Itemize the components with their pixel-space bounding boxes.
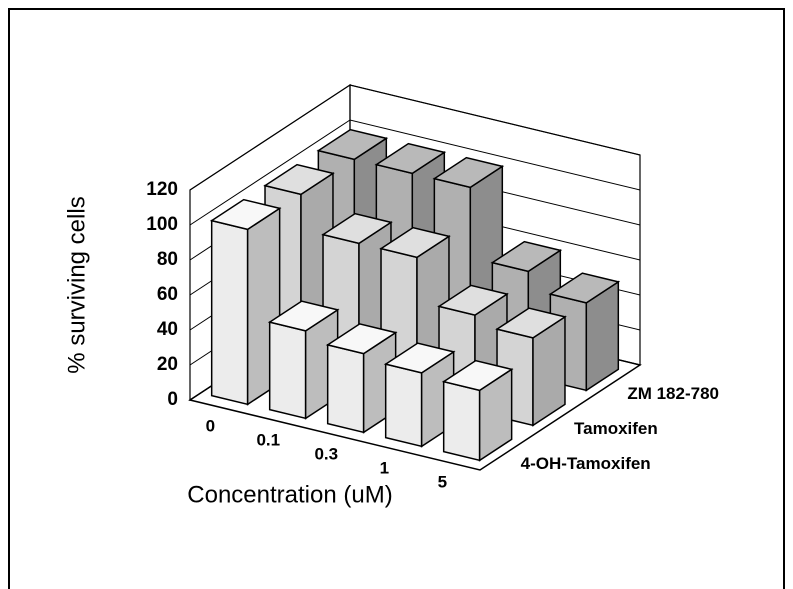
bar-top <box>374 142 447 175</box>
x-tick-label: 5 <box>438 472 447 491</box>
frame <box>8 8 785 589</box>
bar-top <box>383 342 456 374</box>
bar-top <box>495 307 567 339</box>
bar-top <box>267 300 340 332</box>
bar-front <box>442 380 481 462</box>
y-tick-label: 120 <box>146 179 178 200</box>
bar-top <box>263 163 335 196</box>
y-tick-label: 20 <box>157 354 178 375</box>
x-tick-label: 1 <box>380 458 389 477</box>
y-tick-label: 40 <box>157 319 178 340</box>
bar-top <box>209 198 282 231</box>
bar-front <box>210 219 249 406</box>
series-label: 4-OH-Tamoxifen <box>521 454 651 473</box>
x-axis-label: Concentration (uM) <box>187 481 392 508</box>
y-tick-label: 80 <box>157 249 178 270</box>
series-label: Tamoxifen <box>574 419 658 438</box>
x-tick-label: 0 <box>206 416 215 435</box>
bar-top <box>379 226 451 259</box>
x-tick-label: 0.1 <box>256 430 280 449</box>
y-axis-label: % surviving cells <box>63 196 90 373</box>
bar-top <box>316 128 389 161</box>
grid-line <box>189 84 641 191</box>
bar-top <box>321 212 393 245</box>
bar-top <box>325 323 398 355</box>
bar-top <box>437 284 509 316</box>
bar-top <box>441 359 514 392</box>
x-tick-label: 0.3 <box>314 444 338 463</box>
grid-line <box>189 119 641 226</box>
y-tick-label: 100 <box>146 214 178 235</box>
bar-front <box>384 363 423 448</box>
bar-front <box>326 343 365 434</box>
bar-top <box>432 156 505 189</box>
y-tick-label: 60 <box>157 284 178 305</box>
bar-front <box>268 321 307 420</box>
bar-top <box>490 240 563 273</box>
y-tick-label: 0 <box>167 389 178 410</box>
plot: 0 20 40 60 80 100 120 0 0.1 0.3 1 5 4-OH-Tamoxifen Ta… <box>146 83 719 491</box>
series-label: ZM 182-780 <box>627 384 719 403</box>
bar-top <box>548 272 621 304</box>
